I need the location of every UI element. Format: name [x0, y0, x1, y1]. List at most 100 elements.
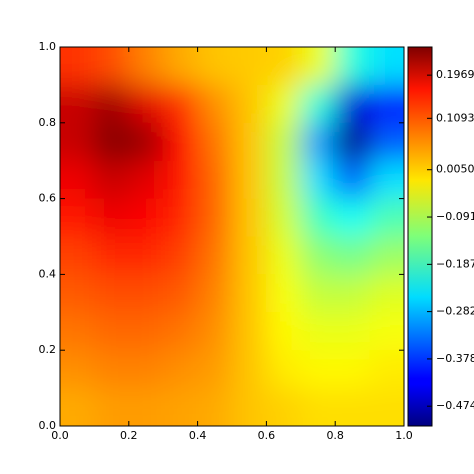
cells: [60, 47, 404, 426]
field-cell: [197, 198, 233, 237]
field-cell: [335, 312, 371, 351]
field-cell: [163, 198, 199, 237]
field-cell: [335, 236, 371, 275]
field-cell: [369, 198, 404, 237]
field-cell: [300, 312, 336, 351]
y-tick-label: 1.0: [39, 40, 57, 53]
field-cell: [60, 122, 95, 162]
field-cell: [60, 274, 95, 313]
y-tick-label: 0.4: [39, 267, 57, 280]
field-cell: [335, 84, 371, 124]
field-cell: [335, 350, 371, 389]
field-cell: [128, 47, 164, 86]
field-cell: [60, 312, 95, 351]
y-tick-label: 0.2: [39, 343, 57, 356]
field-cell: [163, 236, 199, 275]
colorbar-tick-label: −0.0910: [436, 210, 474, 223]
field-cell: [60, 160, 95, 200]
field-cell: [128, 198, 164, 237]
field-cell: [128, 274, 164, 313]
field-cell: [128, 160, 164, 200]
field-cell: [232, 388, 267, 426]
plot-frame: [59, 46, 405, 427]
field-cell: [94, 122, 130, 162]
field-cell: [197, 274, 233, 313]
field-cell: [163, 160, 199, 200]
field-cell: [94, 236, 130, 275]
field-cell: [335, 122, 371, 162]
field-cell: [300, 160, 336, 200]
field-cell: [369, 312, 404, 351]
field-cell: [94, 312, 130, 351]
x-tick-label: 1.0: [395, 429, 413, 442]
field-cell: [197, 160, 233, 200]
x-tick-label: 0.0: [51, 429, 69, 442]
field-cell: [300, 274, 336, 313]
field: [60, 47, 404, 426]
field-cell: [266, 312, 302, 351]
colorbar-tick-label: −0.4748: [436, 399, 474, 412]
colorbar-tick-label: 0.1093: [436, 111, 474, 124]
field-cell: [128, 236, 164, 275]
field-cell: [369, 47, 404, 86]
x-tick-label: 0.6: [258, 429, 276, 442]
field-cell: [163, 122, 199, 162]
field-cell: [335, 160, 371, 200]
colorbar: [407, 46, 433, 427]
colorbar-tick-label: 0.1969: [436, 68, 474, 81]
field-cell: [266, 47, 302, 86]
field-cell: [163, 274, 199, 313]
colorbar-tick-label: 0.0050: [436, 163, 474, 176]
field-cell: [197, 312, 233, 351]
field-cell: [335, 47, 371, 86]
field-cell: [266, 160, 302, 200]
field-cell: [369, 160, 404, 200]
colorbar-tick-label: −0.3789: [436, 352, 474, 365]
field-cell: [300, 198, 336, 237]
field-cell: [94, 388, 130, 426]
field-cell: [266, 236, 302, 275]
field-cell: [369, 84, 404, 124]
field-cell: [163, 388, 199, 426]
field-cell: [232, 350, 267, 389]
field-cell: [197, 388, 233, 426]
field-cell: [128, 388, 164, 426]
axes: 0.0 0.2 0.4 0.6 0.8 1.0 0.0 0.2 0.4 0.6 0.8 1.0 0.19…: [39, 40, 474, 442]
field-cell: [300, 388, 336, 426]
field-cell: [335, 274, 371, 313]
field-cell: [128, 122, 164, 162]
field-cell: [232, 312, 267, 351]
colorbar-tick-label: −0.2829: [436, 305, 474, 318]
field-cell: [335, 388, 371, 426]
field-cell: [197, 84, 233, 124]
field-cell: [94, 350, 130, 389]
field-cell: [94, 84, 130, 124]
field-cell: [128, 312, 164, 351]
field-cell: [60, 198, 95, 237]
field-cell: [163, 350, 199, 389]
colorbar-tick-label: −0.1870: [436, 257, 474, 270]
x-tick-label: 0.4: [189, 429, 207, 442]
field-cell: [369, 122, 404, 162]
x-tick-label: 0.8: [326, 429, 344, 442]
field-cell: [369, 350, 404, 389]
field-cell: [369, 236, 404, 275]
field-cell: [266, 84, 302, 124]
field-cell: [60, 388, 95, 426]
field-cell: [128, 84, 164, 124]
field-cell: [197, 122, 233, 162]
field-cell: [197, 236, 233, 275]
field-cell: [232, 84, 267, 124]
field-cell: [300, 236, 336, 275]
field-cell: [266, 350, 302, 389]
field-cell: [94, 47, 130, 86]
field-cell: [232, 122, 267, 162]
field-cell: [266, 274, 302, 313]
field-cell: [94, 160, 130, 200]
field-cell: [163, 312, 199, 351]
y-tick-label: 0.6: [39, 192, 57, 205]
field-cell: [266, 198, 302, 237]
field-cell: [232, 47, 267, 86]
field-cell: [163, 84, 199, 124]
